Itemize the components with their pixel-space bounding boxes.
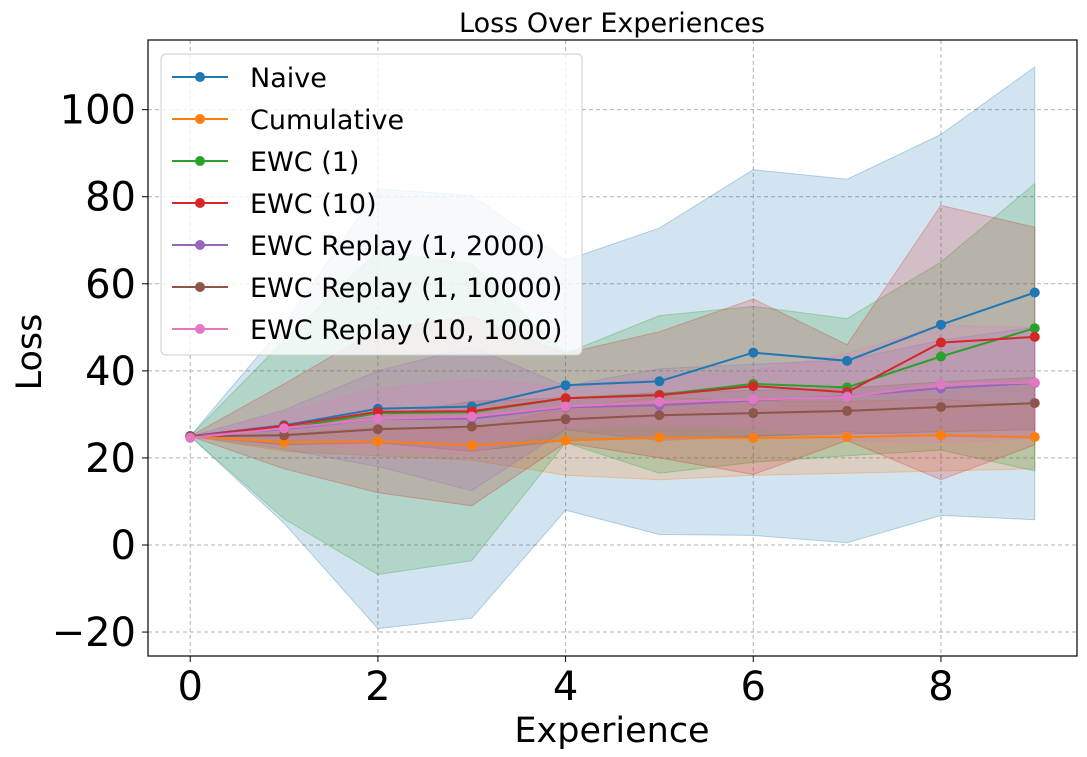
ewc-replay-10-1000-point <box>935 379 946 390</box>
legend-label: EWC Replay (10, 1000) <box>250 315 562 346</box>
ewc-replay-10-1000-point <box>842 391 853 402</box>
ewc-replay-10-1000-line <box>190 381 1035 439</box>
legend-label: Cumulative <box>250 105 404 136</box>
ewc-replay-1-10000-line <box>190 402 1035 438</box>
naive-point <box>560 380 571 391</box>
ewc-replay-10-1000-point <box>279 423 290 434</box>
cumulative-point <box>372 436 383 447</box>
legend-swatch-marker <box>195 156 205 166</box>
ewc-replay-10-1000-point <box>372 413 383 424</box>
ewc-1-point <box>935 351 946 362</box>
naive-point <box>1029 287 1040 298</box>
ewc-replay-1-10000-point <box>372 424 383 435</box>
legend-label: EWC (1) <box>250 147 359 178</box>
ewc-replay-1-10000-point <box>1029 398 1040 409</box>
naive-point <box>748 347 759 358</box>
cumulative-point <box>748 432 759 443</box>
cumulative-point <box>842 432 853 443</box>
ewc-10-point <box>935 337 946 348</box>
legend-label: EWC Replay (1, 10000) <box>250 273 562 304</box>
naive-point <box>842 355 853 366</box>
ewc-replay-1-10000-point <box>935 401 946 412</box>
cumulative-point <box>935 430 946 441</box>
legend-label: EWC (10) <box>250 189 377 220</box>
legend-label: EWC Replay (1, 2000) <box>250 231 545 262</box>
ewc-replay-1-10000-point <box>466 421 477 432</box>
x-axis-label: Experience <box>514 711 709 751</box>
cumulative-line <box>190 434 1035 447</box>
ewc-1-point <box>1029 323 1040 334</box>
x-tick-label: 0 <box>178 664 203 710</box>
legend-swatch-marker <box>195 198 205 208</box>
x-tick-label: 2 <box>365 664 390 710</box>
y-tick-label: 100 <box>60 88 136 134</box>
ewc-replay-10-1000-point <box>185 432 196 443</box>
cumulative-point <box>1029 432 1040 443</box>
legend-swatch-marker <box>195 324 205 334</box>
x-tick-label: 8 <box>928 664 953 710</box>
legend-swatch-marker <box>195 240 205 250</box>
ewc-10-line <box>190 335 1035 438</box>
naive-point <box>654 376 665 387</box>
y-tick-label: 0 <box>111 523 136 569</box>
y-tick-label: −20 <box>52 610 136 656</box>
legend-swatch-marker <box>195 72 205 82</box>
legend-box <box>160 53 583 356</box>
cumulative-point <box>654 432 665 443</box>
cumulative-point <box>279 437 290 448</box>
legend-swatch-marker <box>195 282 205 292</box>
ewc-10-point <box>372 406 383 417</box>
ewc-replay-10-1000-point <box>654 396 665 407</box>
ewc-replay-1-10000-point <box>842 405 853 416</box>
ewc-replay-1-10000-point <box>560 414 571 425</box>
plot-frame <box>147 39 1078 657</box>
axis-ticks: 0 2 4 6 8 −20 0 20 40 60 80 100 <box>52 88 954 710</box>
ewc-replay-1-10000-point <box>279 430 290 441</box>
x-tick-label: 4 <box>553 664 578 710</box>
y-tick-label: 80 <box>85 175 136 221</box>
ewc-replay-1-10000-point <box>748 408 759 419</box>
cumulative-point <box>560 435 571 446</box>
ewc-replay-10-1000-point <box>748 394 759 405</box>
y-axis-label: Loss <box>10 314 50 391</box>
naive-line <box>190 291 1036 438</box>
legend: Naive Cumulative EWC (1) EWC (10) EWC Replay… <box>160 53 583 356</box>
ewc-replay-10-1000-point <box>560 401 571 412</box>
y-tick-label: 20 <box>85 436 136 482</box>
naive-point <box>935 319 946 330</box>
ewc-replay-10-1000-point <box>1029 377 1040 388</box>
ewc-10-point <box>560 393 571 404</box>
ewc-replay-1-10000-point <box>654 410 665 421</box>
ewc-replay-10-1000-point <box>466 411 477 422</box>
ewc-10-point <box>1029 331 1040 342</box>
cumulative-point <box>466 440 477 451</box>
series-lines <box>185 287 1040 451</box>
y-tick-label: 40 <box>85 349 136 395</box>
legend-label: Naive <box>250 63 327 94</box>
ewc-10-point <box>748 381 759 392</box>
y-tick-label: 60 <box>85 262 136 308</box>
chart-title: Loss Over Experiences <box>459 8 765 39</box>
legend-swatch-marker <box>195 114 205 124</box>
x-tick-label: 6 <box>741 664 766 710</box>
